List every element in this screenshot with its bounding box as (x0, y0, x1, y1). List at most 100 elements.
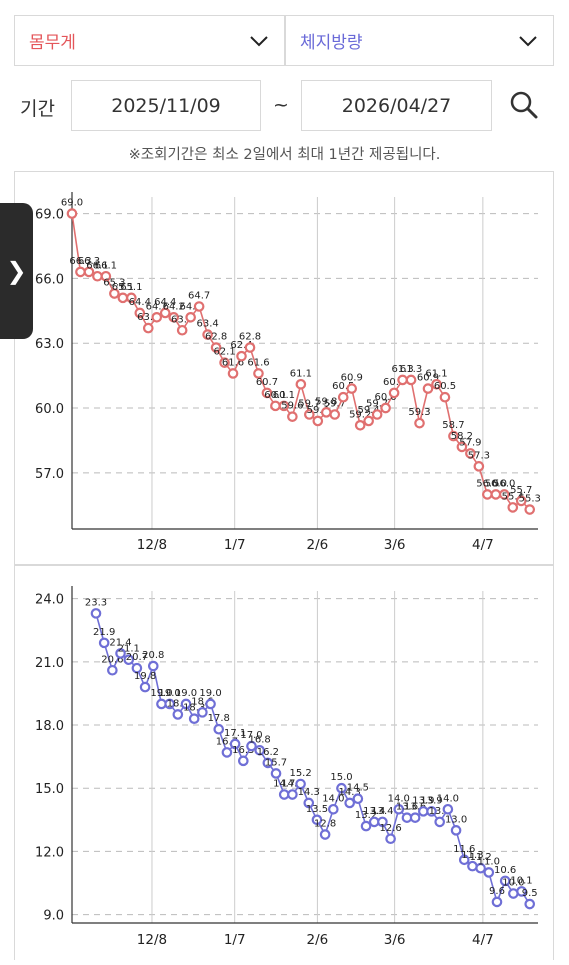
data-point (450, 825, 462, 836)
data-point (431, 378, 442, 390)
data-label: 12.6 (379, 823, 401, 834)
data-label: 60.7 (383, 377, 405, 388)
data-point (253, 368, 264, 379)
data-label: 11.2 (469, 852, 491, 863)
chevron-down-icon (519, 36, 537, 47)
data-point (244, 342, 256, 353)
data-label: 11.0 (478, 856, 500, 867)
period-notice: ※조회기간은 최소 2일에서 최대 1년간 제공됩니다. (128, 147, 441, 163)
data-label: 20.8 (142, 650, 164, 661)
data-point (262, 757, 274, 769)
data-point (360, 820, 372, 832)
y-tick-label: 60.0 (35, 402, 64, 417)
data-label: 60.5 (332, 381, 354, 392)
data-label: 17.1 (224, 728, 246, 739)
data-point (442, 803, 454, 815)
data-label: 66.1 (95, 260, 117, 271)
data-label: 18.3 (183, 703, 205, 714)
data-point (134, 307, 146, 319)
data-point (516, 886, 527, 897)
weight-chart-card: 69.0 66.0 63.0 60.0 57.0 12/8 1/7 2/6 3/6 4/7 69.0… (14, 171, 554, 565)
data-label: 19.0 (159, 688, 181, 699)
data-label: 62.8 (239, 332, 261, 343)
data-label: 14.7 (273, 779, 295, 790)
data-label: 16.8 (249, 734, 271, 745)
data-label: 13.0 (445, 814, 467, 825)
bodyfat-chart: 24.0 21.0 18.0 15.0 12.0 9.0 12/8 1/7 2/6 3/6 4/7 2… (35, 586, 538, 948)
chevron-down-icon (250, 36, 268, 47)
y-tick-label: 12.0 (35, 845, 64, 860)
data-label: 56.0 (476, 478, 498, 489)
data-label: 13.4 (371, 806, 393, 817)
data-point (159, 307, 171, 319)
data-label: 61.6 (222, 357, 244, 368)
search-icon[interactable] (509, 90, 539, 120)
data-label: 11.3 (461, 850, 483, 861)
y-tick-label: 57.0 (35, 467, 64, 482)
data-point (515, 495, 527, 507)
chevron-right-icon: ❯ (6, 257, 27, 285)
data-point (388, 387, 400, 399)
data-point (219, 357, 230, 368)
data-label: 55.4 (502, 491, 524, 502)
data-point (422, 383, 434, 394)
data-label: 13.6 (404, 802, 426, 813)
data-label: 59.8 (315, 396, 337, 407)
data-label: 21.9 (93, 627, 115, 638)
data-point (221, 747, 233, 758)
data-point (346, 383, 358, 394)
data-label: 14.7 (281, 779, 303, 790)
data-point (139, 681, 151, 693)
data-point (115, 648, 126, 659)
side-drawer-handle[interactable]: ❯ (0, 203, 33, 339)
y-tick-label: 15.0 (35, 782, 64, 797)
data-label: 10.0 (502, 878, 524, 889)
data-label: 56.0 (493, 478, 515, 489)
data-point (202, 329, 213, 340)
data-label: 60.7 (256, 377, 278, 388)
period-separator: ~ (273, 94, 289, 116)
data-label: 59.6 (281, 401, 303, 412)
data-point (168, 311, 180, 323)
data-label: 62.8 (205, 332, 227, 343)
data-point (328, 803, 339, 815)
metric-select-weight-label: 몸무게 (29, 33, 76, 53)
metric-select-bodyfat[interactable]: 체지방량 (285, 15, 554, 66)
data-label: 17.8 (208, 713, 230, 724)
data-label: 60.9 (341, 373, 363, 384)
end-date-input[interactable]: 2026/04/27 (301, 80, 492, 131)
data-point (336, 782, 347, 794)
data-label: 15.7 (265, 757, 287, 768)
data-point (524, 504, 536, 515)
data-label: 61.1 (425, 368, 447, 379)
data-point (92, 270, 103, 282)
data-label: 15.2 (289, 768, 311, 779)
data-point (498, 489, 510, 500)
data-label: 13.6 (396, 802, 418, 813)
data-point (117, 292, 129, 304)
y-tick-label: 21.0 (35, 656, 64, 671)
data-point (385, 833, 396, 845)
data-point (409, 812, 421, 823)
data-point (131, 662, 143, 674)
data-label: 61.6 (247, 357, 269, 368)
data-label: 66.3 (78, 256, 100, 267)
data-point (483, 867, 495, 878)
data-label: 60.5 (434, 381, 456, 392)
metric-select-weight[interactable]: 몸무게 (14, 15, 285, 66)
data-point (176, 324, 188, 336)
data-label: 59.7 (366, 399, 388, 410)
data-point (491, 896, 503, 908)
data-point (304, 409, 315, 420)
y-tick-label: 66.0 (35, 272, 64, 287)
data-label: 9.6 (489, 886, 505, 897)
start-date-input[interactable]: 2025/11/09 (71, 80, 261, 131)
data-point (363, 415, 374, 427)
data-label: 14.3 (339, 787, 361, 798)
data-point (329, 409, 341, 420)
data-label: 61.3 (391, 364, 413, 375)
data-label: 23.3 (85, 597, 107, 608)
data-label: 62.4 (230, 340, 252, 351)
data-label: 19.8 (134, 671, 156, 682)
data-label: 21.1 (118, 644, 140, 655)
